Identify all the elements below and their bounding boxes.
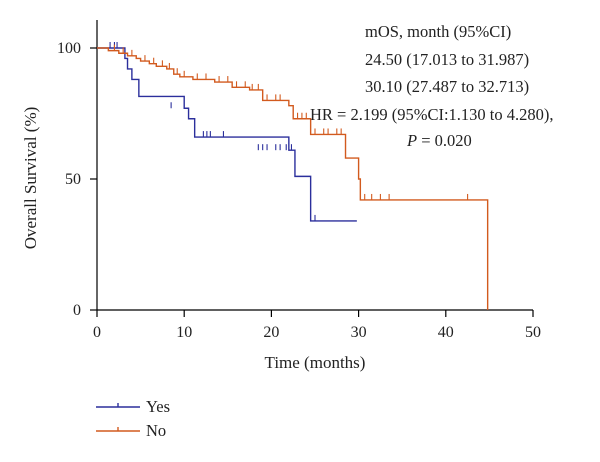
x-tick-label: 0 (93, 324, 101, 341)
x-tick-label: 10 (176, 324, 192, 341)
y-tick-label: 50 (65, 171, 81, 188)
mos-header: mOS, month (95%CI) (365, 22, 511, 41)
hr-line: HR = 2.199 (95%CI:1.130 to 4.280), (310, 105, 554, 124)
legend: Yes No (96, 397, 170, 440)
axes: 0 10 20 30 40 50 0 50 100 (57, 20, 541, 341)
legend-label-no: No (146, 421, 166, 440)
survival-curve-yes (97, 47, 357, 222)
x-axis-title: Time (months) (265, 353, 366, 372)
x-tick-label: 30 (351, 324, 367, 341)
mos-yes: 24.50 (17.013 to 31.987) (365, 50, 529, 69)
x-tick-label: 50 (525, 324, 541, 341)
y-tick-label: 0 (73, 302, 81, 319)
legend-label-yes: Yes (146, 397, 170, 416)
p-value: = 0.020 (417, 131, 472, 150)
mos-no: 30.10 (27.487 to 32.713) (365, 77, 529, 96)
series-no (97, 44, 489, 310)
p-symbol: P (406, 131, 417, 150)
y-tick-label: 100 (57, 40, 81, 57)
series-yes (97, 42, 357, 222)
legend-item-yes: Yes (96, 397, 170, 416)
series-layer (97, 42, 489, 310)
x-tick-label: 40 (438, 324, 454, 341)
annotation-block: mOS, month (95%CI) 24.50 (17.013 to 31.9… (310, 22, 554, 150)
p-value-line: P = 0.020 (406, 131, 472, 150)
survival-curve-no (97, 47, 489, 310)
y-axis-title: Overall Survival (%) (21, 107, 40, 250)
x-tick-label: 20 (263, 324, 279, 341)
legend-item-no: No (96, 421, 166, 440)
